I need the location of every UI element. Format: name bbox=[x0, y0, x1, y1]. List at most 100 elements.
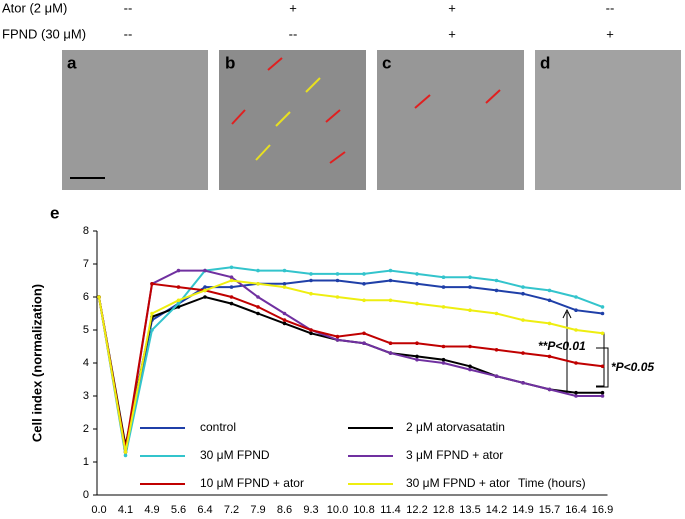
data-point bbox=[203, 295, 207, 299]
data-point bbox=[600, 394, 605, 398]
header-cell: + bbox=[289, 0, 297, 15]
legend-label: control bbox=[200, 420, 236, 434]
x-tick-label: 16.9 bbox=[592, 504, 613, 516]
data-point bbox=[415, 301, 419, 306]
data-point bbox=[335, 295, 340, 299]
data-point bbox=[521, 285, 525, 289]
data-point bbox=[415, 272, 419, 276]
data-point bbox=[494, 374, 499, 379]
x-tick-label: 0.0 bbox=[91, 504, 106, 516]
data-point bbox=[362, 298, 366, 303]
x-tick-label: 9.3 bbox=[303, 504, 318, 516]
data-point bbox=[150, 328, 154, 332]
x-tick-label: 10.0 bbox=[327, 504, 348, 516]
x-axis-label: Time (hours) bbox=[518, 476, 586, 490]
y-tick-label: 2 bbox=[83, 423, 89, 435]
micrograph bbox=[219, 50, 366, 190]
data-point bbox=[468, 275, 472, 280]
data-point bbox=[362, 272, 366, 276]
data-point bbox=[494, 278, 499, 283]
data-point bbox=[441, 305, 446, 309]
x-tick-label: 16.4 bbox=[565, 504, 586, 516]
y-axis-label: Cell index (normalization) bbox=[29, 284, 44, 442]
data-point bbox=[468, 308, 472, 313]
data-point bbox=[256, 295, 260, 299]
data-point bbox=[309, 272, 313, 276]
panel-label: d bbox=[540, 53, 550, 72]
x-tick-label: 14.9 bbox=[512, 504, 533, 516]
x-tick-label: 15.7 bbox=[539, 504, 560, 516]
data-point bbox=[415, 282, 419, 286]
data-point bbox=[574, 394, 578, 398]
data-point bbox=[203, 288, 207, 293]
data-point bbox=[547, 321, 552, 326]
data-point bbox=[388, 278, 393, 283]
data-point bbox=[600, 311, 605, 316]
data-point bbox=[203, 268, 207, 273]
y-tick-label: 1 bbox=[83, 456, 89, 468]
header-cell: -- bbox=[606, 0, 615, 15]
data-point bbox=[335, 278, 340, 283]
x-tick-label: 7.2 bbox=[224, 504, 239, 516]
data-point bbox=[468, 364, 472, 369]
data-point bbox=[468, 367, 472, 372]
data-point bbox=[415, 354, 419, 359]
panel-label: e bbox=[50, 203, 59, 222]
data-point bbox=[309, 291, 313, 296]
data-point bbox=[97, 295, 101, 299]
header-cell: + bbox=[448, 0, 456, 15]
y-tick-label: 4 bbox=[83, 357, 89, 369]
data-point bbox=[521, 318, 525, 322]
x-tick-label: 12.2 bbox=[406, 504, 427, 516]
panel-label: c bbox=[382, 53, 391, 72]
data-point bbox=[441, 275, 446, 280]
data-point bbox=[282, 285, 287, 289]
annotation: **P<0.01 bbox=[538, 339, 586, 353]
x-tick-label: 14.2 bbox=[486, 504, 507, 516]
data-point bbox=[229, 301, 234, 306]
series-line bbox=[98, 279, 603, 453]
data-point bbox=[229, 275, 234, 280]
x-tick-label: 10.8 bbox=[353, 504, 374, 516]
data-point bbox=[256, 305, 260, 309]
data-point bbox=[600, 305, 605, 309]
data-point bbox=[229, 295, 234, 299]
data-point bbox=[282, 311, 287, 316]
x-tick-label: 12.8 bbox=[433, 504, 454, 516]
panel-label: b bbox=[225, 53, 235, 72]
y-tick-label: 3 bbox=[83, 390, 89, 402]
data-point bbox=[388, 268, 393, 273]
header-cell: + bbox=[606, 26, 614, 41]
data-point bbox=[574, 390, 578, 395]
data-point bbox=[229, 285, 234, 289]
x-tick-label: 7.9 bbox=[250, 504, 265, 516]
data-point bbox=[362, 282, 366, 286]
data-point bbox=[256, 282, 260, 286]
data-point bbox=[547, 298, 552, 303]
data-point bbox=[415, 357, 419, 362]
x-tick-label: 13.5 bbox=[459, 504, 480, 516]
x-tick-label: 8.6 bbox=[277, 504, 292, 516]
data-point bbox=[203, 285, 207, 289]
data-point bbox=[176, 301, 181, 306]
header-cell: -- bbox=[124, 0, 133, 15]
header-cell: -- bbox=[289, 26, 298, 41]
data-point bbox=[574, 328, 578, 332]
data-point bbox=[256, 311, 260, 316]
legend-label: 3 μM FPND + ator bbox=[406, 448, 503, 462]
panel-label: a bbox=[67, 53, 77, 72]
data-point bbox=[282, 268, 287, 273]
data-point bbox=[150, 282, 154, 286]
data-point bbox=[574, 308, 578, 313]
data-point bbox=[335, 272, 340, 276]
data-point bbox=[362, 331, 366, 336]
data-point bbox=[123, 450, 128, 454]
data-point bbox=[335, 338, 340, 342]
x-tick-label: 6.4 bbox=[197, 504, 212, 516]
legend-label: 30 μM FPND + ator bbox=[406, 476, 510, 490]
row-label: Ator (2 μM) bbox=[2, 0, 67, 15]
data-point bbox=[441, 357, 446, 362]
data-point bbox=[547, 387, 552, 392]
micrograph bbox=[377, 50, 524, 190]
row-label: FPND (30 μM) bbox=[2, 26, 86, 41]
